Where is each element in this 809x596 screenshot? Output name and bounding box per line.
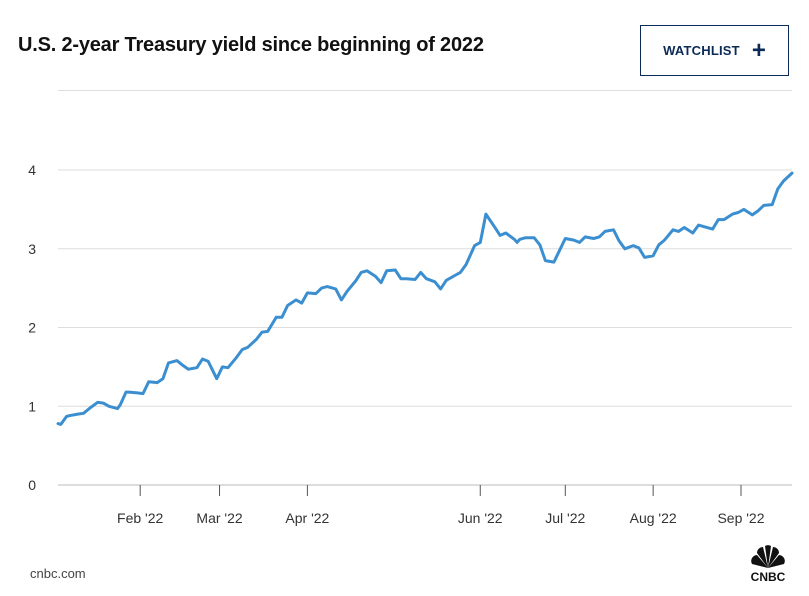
y-tick-label: 1: [28, 398, 36, 414]
x-tick-label: Feb '22: [117, 510, 163, 526]
chart-title: U.S. 2-year Treasury yield since beginni…: [18, 34, 484, 56]
peacock-icon: [751, 545, 785, 568]
cnbc-logo: CNBC: [751, 545, 786, 584]
header-divider: [58, 90, 792, 91]
watchlist-button[interactable]: WATCHLIST +: [640, 25, 789, 76]
x-tick-label: Mar '22: [196, 510, 242, 526]
y-tick-label: 0: [28, 477, 36, 493]
x-tick-label: Sep '22: [717, 510, 764, 526]
x-tick-label: Jun '22: [458, 510, 503, 526]
watchlist-label: WATCHLIST: [663, 43, 740, 58]
series-line: [56, 171, 794, 426]
x-tick-label: Apr '22: [285, 510, 329, 526]
x-tick-label: Jul '22: [545, 510, 585, 526]
x-tick-label: Aug '22: [630, 510, 677, 526]
y-tick-label: 2: [28, 320, 36, 336]
logo-text: CNBC: [751, 570, 786, 584]
source-label: cnbc.com: [30, 566, 86, 581]
y-tick-label: 3: [28, 241, 36, 257]
plus-icon: +: [751, 36, 766, 64]
y-tick-label: 4: [28, 162, 36, 178]
